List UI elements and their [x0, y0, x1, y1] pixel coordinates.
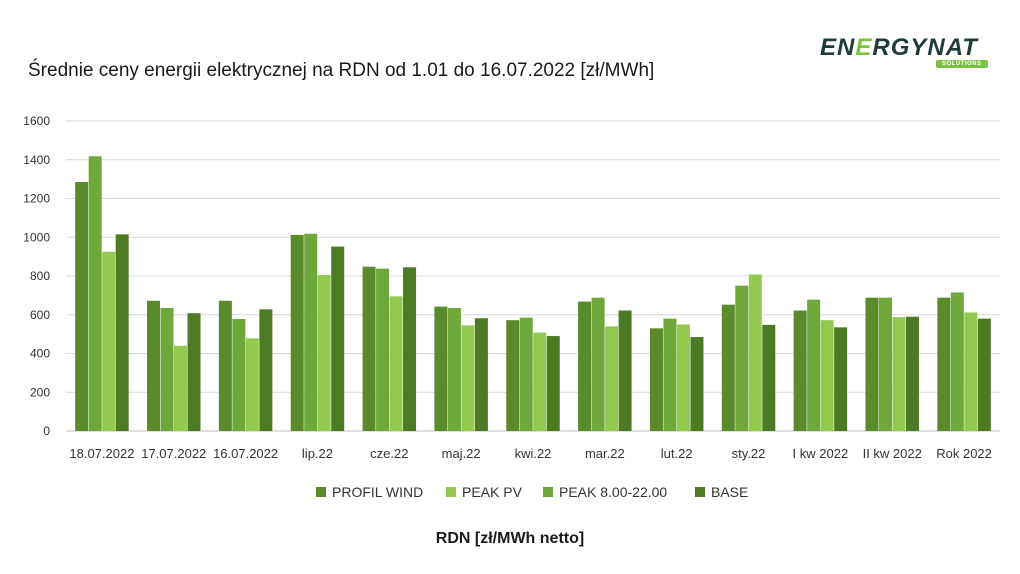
bar-peak-pv [533, 332, 547, 431]
bar-base [474, 318, 488, 431]
bar-profil-wind [434, 306, 448, 431]
bar-profil-wind [506, 320, 520, 431]
bar-peak-8-00-22-00 [88, 156, 102, 431]
bar-peak-pv [389, 296, 403, 431]
legend-swatch [543, 487, 553, 497]
bar-peak-8-00-22-00 [878, 297, 892, 431]
x-tick-label: maj.22 [442, 446, 481, 461]
bar-base [115, 234, 129, 431]
x-tick-label: kwi.22 [515, 446, 552, 461]
bar-peak-pv [102, 251, 116, 431]
y-tick-label: 1000 [23, 230, 50, 244]
x-tick-label: II kw 2022 [863, 446, 922, 461]
x-tick-label: lut.22 [661, 446, 693, 461]
x-tick-label: I kw 2022 [793, 446, 849, 461]
bar-peak-pv [461, 325, 475, 431]
bar-peak-pv [605, 326, 619, 431]
x-tick-label: 16.07.2022 [213, 446, 278, 461]
bar-peak-8-00-22-00 [950, 292, 964, 431]
bar-profil-wind [865, 297, 879, 431]
chart-title: Średnie ceny energii elektrycznej na RDN… [28, 60, 655, 81]
bar-peak-8-00-22-00 [591, 297, 605, 431]
legend-label: PEAK 8.00-22.00 [559, 484, 667, 500]
bar-base [259, 309, 273, 431]
bar-profil-wind [75, 182, 89, 431]
bar-peak-8-00-22-00 [519, 317, 533, 431]
bar-peak-8-00-22-00 [160, 307, 174, 431]
bar-chart: 0 200 400 600 800 1000 1200 1400 1600 18.07.2022… [23, 114, 1000, 500]
bar-profil-wind [721, 304, 735, 431]
x-tick-label: 17.07.2022 [141, 446, 206, 461]
bar-profil-wind [290, 234, 304, 431]
bar-profil-wind [362, 266, 376, 431]
logo-wordmark: ENERGYNAT [820, 34, 978, 61]
bar-peak-pv [820, 320, 834, 431]
y-tick-label: 200 [30, 385, 50, 399]
bar-base [618, 310, 632, 431]
x-axis-title: RDN [zł/MWh netto] [435, 530, 585, 547]
bar-peak-pv [245, 338, 259, 431]
bar-peak-pv [892, 317, 906, 431]
y-tick-label: 1200 [23, 192, 50, 206]
bar-peak-pv [174, 345, 188, 431]
gridlines [66, 120, 1000, 432]
bar-profil-wind [793, 310, 807, 431]
bar-base [403, 267, 417, 431]
bars [75, 156, 991, 431]
bar-profil-wind [578, 301, 592, 431]
y-tick-label: 0 [43, 424, 50, 438]
legend-label: BASE [711, 484, 748, 500]
x-tick-label: sty.22 [732, 446, 766, 461]
bar-base [690, 337, 704, 431]
y-tick-label: 800 [30, 269, 50, 283]
bar-peak-pv [317, 275, 331, 431]
bar-base [977, 318, 991, 431]
bar-peak-8-00-22-00 [447, 307, 461, 431]
bar-base [905, 316, 919, 431]
bar-base [546, 336, 560, 431]
bar-peak-pv [964, 312, 978, 431]
bar-peak-8-00-22-00 [376, 268, 390, 431]
x-tick-label: 18.07.2022 [69, 446, 134, 461]
y-axis: 0 200 400 600 800 1000 1200 1400 1600 [23, 114, 50, 438]
bar-profil-wind [649, 328, 663, 431]
y-tick-label: 1400 [23, 153, 50, 167]
x-tick-label: Rok 2022 [936, 446, 992, 461]
bar-profil-wind [218, 300, 232, 431]
bar-peak-8-00-22-00 [735, 285, 749, 431]
bar-peak-8-00-22-00 [304, 233, 318, 431]
x-tick-label: lip.22 [302, 446, 333, 461]
legend-label: PEAK PV [462, 484, 523, 500]
y-tick-label: 600 [30, 308, 50, 322]
legend-swatch [695, 487, 705, 497]
legend: PROFIL WIND PEAK PV PEAK 8.00-22.00 BASE [316, 484, 748, 500]
bar-profil-wind [147, 300, 161, 431]
bar-peak-8-00-22-00 [663, 318, 677, 431]
bar-peak-pv [748, 274, 762, 431]
bar-profil-wind [937, 297, 951, 431]
bar-base [187, 313, 201, 431]
bar-peak-pv [676, 324, 690, 431]
y-tick-label: 400 [30, 347, 50, 361]
bar-base [834, 327, 848, 431]
energynat-logo: ENERGYNAT SOLUTIONS [820, 34, 1000, 72]
bar-base [762, 324, 776, 431]
bar-base [331, 246, 345, 431]
legend-label: PROFIL WIND [332, 484, 423, 500]
legend-swatch [316, 487, 326, 497]
bar-peak-8-00-22-00 [232, 319, 246, 431]
y-tick-label: 1600 [23, 114, 50, 128]
bar-peak-8-00-22-00 [807, 299, 821, 431]
x-tick-label: mar.22 [585, 446, 625, 461]
legend-swatch [446, 487, 456, 497]
x-tick-label: cze.22 [370, 446, 408, 461]
logo-badge: SOLUTIONS [936, 60, 988, 68]
x-axis: 18.07.2022 17.07.2022 16.07.2022 lip.22 cze.… [69, 446, 992, 461]
